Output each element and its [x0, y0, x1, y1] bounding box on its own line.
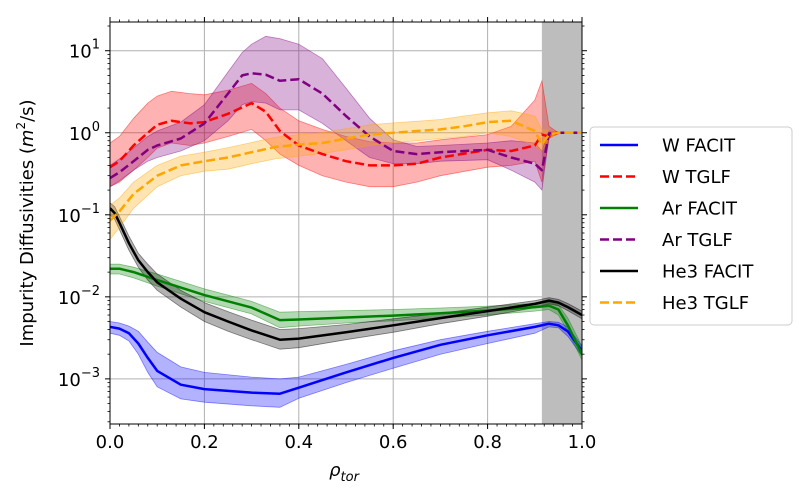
- y-axis-title-unit-rest: /s): [17, 99, 38, 121]
- legend-label-ar-tglf: Ar TGLF: [662, 230, 733, 251]
- y-axis-title-unit-exp: 2: [14, 122, 28, 130]
- grid: [109, 22, 583, 424]
- y-axis-title: Impurity Diffusivities (m2/s): [14, 99, 38, 346]
- x-axis-title-sub: tor: [341, 470, 361, 485]
- y-tick-label-4: 101: [69, 38, 100, 63]
- edge-shaded-rect: [541, 22, 582, 424]
- legend-label-w-tglf: W TGLF: [662, 167, 731, 188]
- legend-label-w-facit: W FACIT: [662, 136, 736, 157]
- y-tick-label-2: 10−1: [58, 202, 100, 227]
- x-axis-title-base: ρ: [329, 460, 341, 481]
- x-tick-label-1: 0.2: [190, 432, 219, 453]
- axis-ticks: 0.0 0.2 0.4 0.6 0.8 1.0 10−3 10−2 10−1 100 101: [58, 17, 596, 453]
- legend-label-ar-facit: Ar FACIT: [662, 199, 738, 220]
- legend-label-he3-facit: He3 FACIT: [662, 262, 754, 283]
- legend-label-he3-tglf: He3 TGLF: [662, 293, 749, 314]
- y-axis-title-unit-m: m: [17, 130, 38, 148]
- ar-tglf-line: [110, 72, 582, 180]
- x-axis-title: ρtor: [329, 460, 360, 485]
- w-facit-line: [110, 322, 582, 395]
- ar-facit-band: [110, 263, 582, 361]
- x-tick-label-5: 1.0: [568, 432, 597, 453]
- x-tick-label-0: 0.0: [96, 432, 125, 453]
- he3-tglf-line: [110, 119, 582, 222]
- x-tick-label-2: 0.4: [284, 432, 313, 453]
- w-tglf-line: [110, 101, 582, 169]
- x-tick-label-3: 0.6: [379, 432, 408, 453]
- y-tick-label-1: 10−2: [58, 284, 100, 309]
- y-tick-label-3: 100: [69, 120, 100, 145]
- x-tick-label-4: 0.8: [473, 432, 502, 453]
- he3-facit-line: [110, 207, 582, 341]
- edge-shaded-region: [541, 22, 582, 424]
- y-axis-title-text: Impurity Diffusivities (: [17, 147, 38, 346]
- y-tick-label-0: 10−3: [58, 366, 100, 391]
- uncertainty-bands: [110, 35, 582, 408]
- legend-box: [589, 126, 793, 326]
- plot-frame: [109, 21, 583, 425]
- series-lines: [110, 72, 582, 395]
- w-facit-band: [110, 321, 582, 408]
- legend: W FACIT W TGLF Ar FACIT Ar TGLF He3 FACIT He3…: [589, 126, 793, 326]
- ar-facit-line: [110, 267, 582, 355]
